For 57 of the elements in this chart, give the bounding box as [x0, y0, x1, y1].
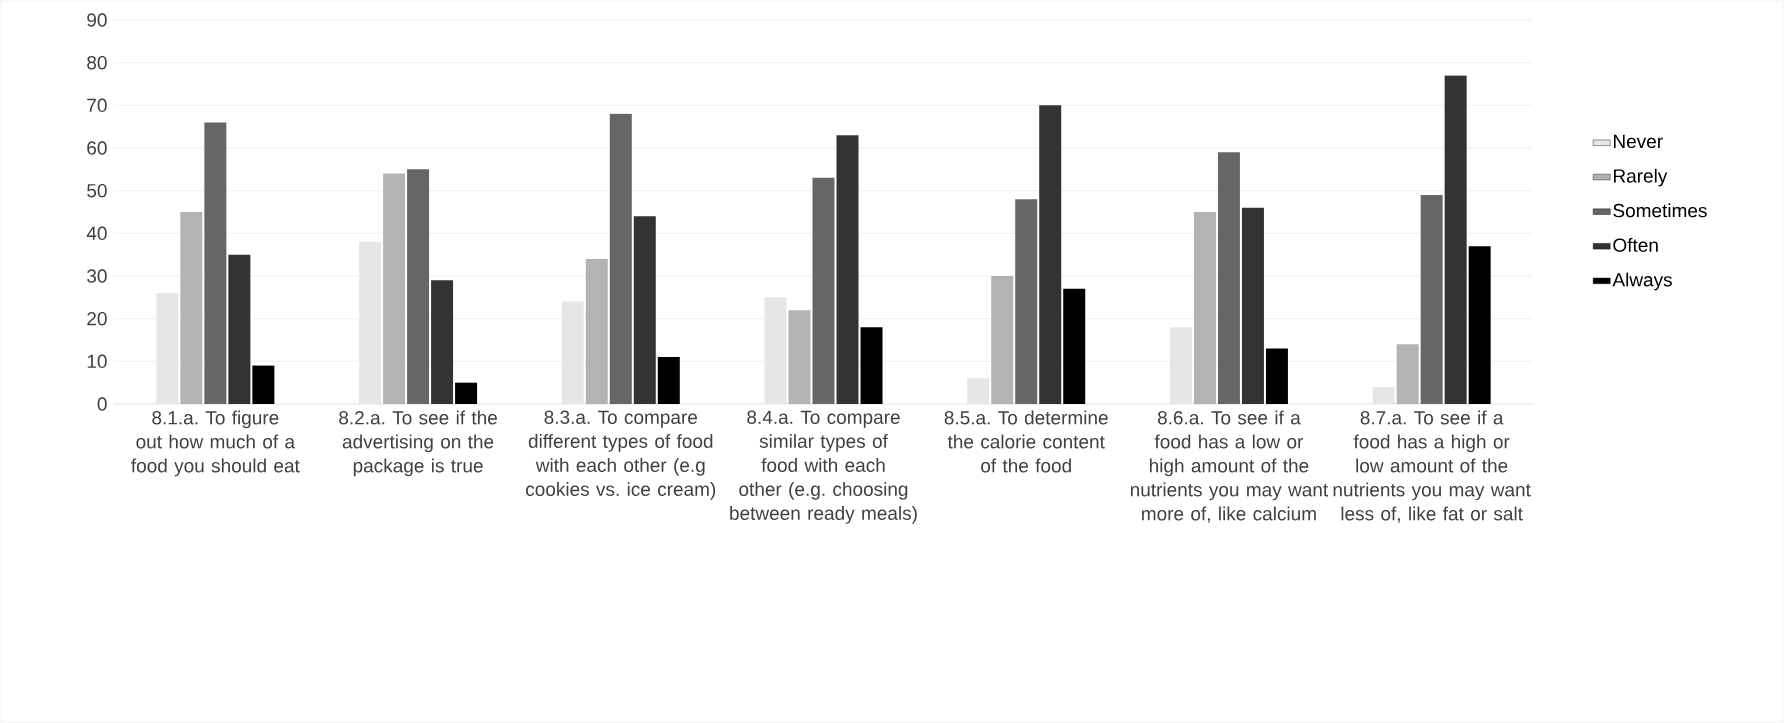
- bar: [1217, 152, 1240, 404]
- legend-label: Never: [1613, 134, 1663, 149]
- bar: [657, 357, 680, 404]
- bar: [359, 241, 382, 404]
- bar: [1193, 211, 1216, 404]
- bar: [1169, 327, 1192, 404]
- bar: [764, 297, 787, 404]
- bar: [609, 113, 632, 404]
- x-tick-label: 8.7.a. To see if a food has a high or low amount of the nutrients you may want less of, like fat or salt: [1333, 410, 1531, 523]
- bar: [1265, 348, 1288, 404]
- y-tick-label: 30: [87, 269, 107, 283]
- bar: [1039, 105, 1062, 404]
- x-tick-label: 8.4.a. To compare similar types of food with each other (e.g. choosing between ready meals): [730, 410, 917, 524]
- y-tick-label: 20: [87, 311, 107, 326]
- bar: [228, 254, 251, 404]
- bar: [252, 365, 275, 404]
- bar: [1468, 246, 1491, 404]
- x-tick-label: 8.5.a. To determine the calorie content of the food: [944, 410, 1108, 473]
- bar: [967, 378, 990, 404]
- bar: [788, 310, 811, 404]
- bar: [1372, 386, 1395, 404]
- bar: [1063, 288, 1086, 404]
- bar: [1015, 199, 1038, 404]
- bar: [812, 177, 835, 404]
- x-tick-label: 8.3.a. To compare different types of food with each other (e.g cookies vs. ice cream): [526, 410, 716, 500]
- bar: [991, 276, 1014, 404]
- bar: [204, 122, 227, 404]
- y-tick-label: 60: [87, 141, 107, 155]
- x-tick-label: 8.1.a. To figure out how much of a food you should eat: [131, 410, 300, 477]
- bar: [455, 382, 478, 404]
- x-tick-label: 8.2.a. To see if the advertising on the package is true: [339, 410, 497, 477]
- legend-label: Always: [1612, 272, 1672, 291]
- bar: [431, 280, 454, 404]
- bar: [407, 169, 430, 404]
- y-tick-label: 50: [87, 183, 107, 198]
- bar: [1241, 207, 1264, 404]
- bar: [633, 216, 656, 404]
- y-tick-label: 10: [87, 354, 107, 369]
- bar: [180, 211, 203, 404]
- bar: [1396, 344, 1419, 404]
- y-tick-label: 80: [87, 55, 107, 70]
- y-tick-label: 70: [87, 98, 107, 113]
- bar: [585, 258, 608, 404]
- legend-label: Rarely: [1613, 168, 1668, 187]
- y-tick-label: 90: [87, 13, 107, 27]
- y-tick-label: 40: [86, 226, 107, 241]
- bar: [1444, 75, 1467, 404]
- bar: [836, 135, 859, 404]
- bar: [860, 327, 883, 404]
- legend-label: Often: [1613, 237, 1658, 252]
- legend-label: Sometimes: [1613, 203, 1707, 218]
- bar: [1420, 194, 1443, 404]
- bar: [156, 293, 179, 404]
- bar: [383, 173, 406, 404]
- x-tick-label: 8.6.a. To see if a food has a low or high amount of the nutrients you may want more of, like calcium: [1130, 410, 1329, 523]
- bar: [561, 301, 584, 404]
- y-tick-label: 0: [97, 397, 107, 411]
